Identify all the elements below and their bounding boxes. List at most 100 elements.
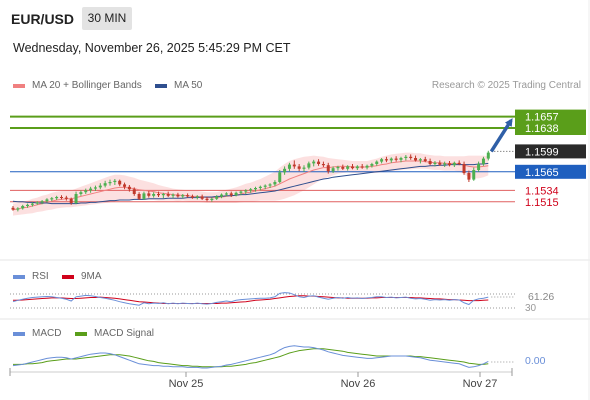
candle-body — [263, 185, 267, 187]
candle-body — [292, 164, 296, 167]
candle-body — [355, 166, 359, 169]
candle-body — [166, 194, 170, 196]
legend-macd: MACD — [13, 328, 61, 339]
candle-body — [336, 167, 340, 169]
candle-body — [331, 168, 335, 172]
candle-body — [321, 164, 325, 166]
candle-body — [74, 194, 78, 203]
resistance-label-bg — [515, 109, 586, 124]
candle-body — [234, 192, 238, 196]
candle-body — [123, 184, 127, 187]
candle-body — [200, 196, 204, 199]
current-price-label: 1.1599 — [525, 146, 559, 158]
candle-body — [477, 164, 481, 170]
candle-body — [472, 170, 476, 180]
resistance-label: 1.1638 — [525, 123, 559, 135]
candle-body — [380, 159, 384, 162]
candle-body — [287, 164, 291, 169]
candle-body — [448, 163, 451, 166]
macd-line — [12, 345, 489, 369]
candle-body — [283, 168, 287, 173]
candle-body — [157, 194, 160, 196]
candle-body — [229, 193, 233, 196]
candle-body — [438, 162, 442, 165]
candle-body — [26, 204, 30, 206]
candle-body — [360, 166, 364, 168]
candle-body — [50, 198, 54, 200]
candle-body — [69, 198, 73, 203]
legend-ma50-label: MA 50 — [174, 80, 203, 91]
support-label: 1.1515 — [525, 197, 559, 209]
candle-body — [394, 158, 398, 160]
candle-body — [171, 194, 175, 196]
candle-body — [278, 172, 282, 182]
candle-body — [89, 188, 93, 191]
candle-body — [79, 192, 83, 194]
candle-body — [404, 156, 408, 158]
candle-body — [351, 166, 354, 169]
candle-body — [93, 187, 97, 189]
candle-body — [370, 164, 374, 166]
legend-ma50: MA 50 — [155, 80, 202, 91]
candle-body — [317, 161, 321, 164]
legend-rsi-ma-label: 9MA — [81, 271, 102, 282]
candle-body — [258, 186, 262, 188]
rsi-value-label: 61.26 — [528, 291, 554, 303]
candle-body — [467, 173, 471, 180]
candle-body — [254, 188, 257, 190]
candle-body — [35, 202, 39, 204]
candle-body — [307, 163, 311, 168]
legend-ma20-label: MA 20 + Bollinger Bands — [32, 80, 142, 91]
x-tick-label: Nov 27 — [463, 378, 498, 390]
candle-body — [224, 193, 228, 195]
pivot-label: 1.1565 — [525, 167, 559, 179]
candle-body — [220, 194, 224, 197]
candle-body — [423, 159, 427, 161]
bollinger-band-area — [13, 152, 489, 216]
candle-body — [108, 182, 112, 184]
candle-body — [239, 191, 243, 193]
candle-body — [414, 158, 418, 161]
candle-body — [11, 207, 15, 210]
candle-body — [302, 167, 306, 169]
candle-body — [409, 156, 413, 158]
timeframe-badge[interactable]: 30 MIN — [82, 7, 132, 30]
candle-body — [118, 180, 122, 185]
timestamp: Wednesday, November 26, 2025 5:45:29 PM … — [13, 41, 291, 55]
candle-body — [176, 194, 180, 197]
candle-body — [137, 194, 141, 199]
candle-body — [55, 197, 59, 199]
candle-body — [30, 203, 34, 205]
current-price-label-bg — [515, 144, 586, 159]
candle-body — [186, 195, 190, 197]
candle-body — [215, 196, 219, 199]
candle-body — [210, 198, 214, 200]
rsi-ma-swatch — [62, 274, 74, 279]
legend-rsi-label: RSI — [32, 271, 49, 282]
rsi-line — [12, 292, 489, 306]
rsi-swatch — [13, 274, 25, 279]
symbol-title: EUR/USD — [11, 11, 75, 27]
rsi-30-label: 30 — [525, 303, 537, 314]
candle-body — [132, 189, 136, 194]
candle-body — [268, 184, 272, 186]
ma50-line — [12, 162, 489, 205]
legend-macd-signal-label: MACD Signal — [94, 328, 155, 339]
candle-body — [45, 199, 49, 202]
candle-body — [98, 185, 102, 188]
candle-body — [389, 158, 393, 161]
candle-body — [40, 201, 44, 203]
ma20-swatch — [13, 83, 25, 88]
macd-value-label: 0.00 — [525, 355, 546, 367]
copyright: Research © 2025 Trading Central — [431, 80, 581, 91]
resistance-label-bg — [515, 121, 586, 135]
candle-body — [161, 194, 165, 196]
candle-body — [399, 158, 403, 160]
projection-arrow — [489, 118, 513, 153]
macd-signal-swatch — [75, 331, 87, 336]
rsi-ma-line — [13, 295, 489, 304]
candle-body — [312, 161, 316, 164]
legend-macd-signal: MACD Signal — [75, 328, 154, 339]
candle-body — [103, 183, 107, 186]
